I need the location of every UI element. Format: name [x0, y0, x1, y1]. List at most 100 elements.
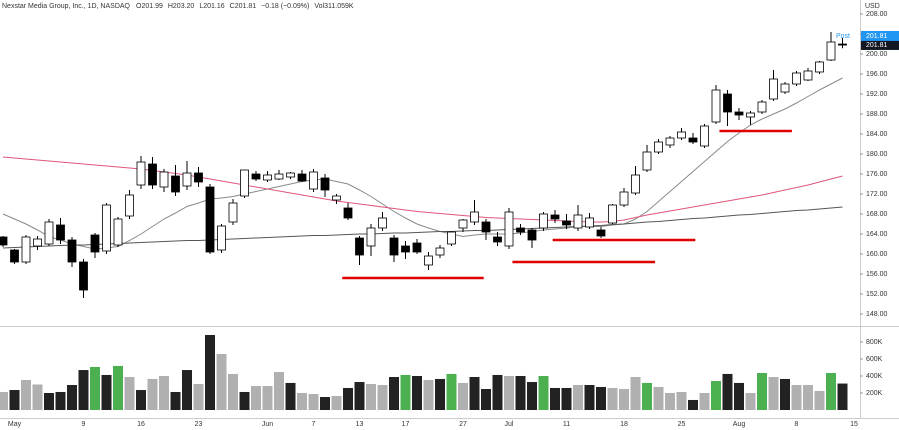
candle-body: [44, 221, 54, 245]
candle-body: [608, 204, 617, 224]
volume-bar: [78, 370, 89, 411]
moving-average: [2, 77, 843, 250]
candle-body: [10, 249, 19, 263]
volume-tick-label: 200K: [866, 390, 883, 397]
volume-bar: [561, 387, 572, 411]
volume-bar: [515, 375, 526, 411]
candle-body: [723, 93, 732, 113]
header-value: C201.81: [230, 3, 257, 10]
x-tick-label: 8: [795, 421, 799, 428]
volume-bar: [619, 388, 629, 411]
header-value: Vol311.059K: [314, 3, 354, 10]
volume-bar: [711, 381, 721, 411]
y-tick-label: 184.00: [866, 131, 888, 138]
candle-body: [217, 225, 226, 251]
candle-body: [803, 70, 813, 81]
candle-body: [56, 224, 65, 241]
last-price-label: 201.81: [866, 42, 888, 49]
volume-bar: [435, 378, 445, 411]
candle-body: [309, 171, 318, 190]
x-tick-label: 17: [402, 421, 410, 428]
volume-bar: [251, 386, 261, 411]
candle-body: [412, 242, 422, 253]
candle-body: [527, 229, 537, 241]
x-tick-label: May: [8, 421, 22, 428]
volume-bar: [607, 387, 618, 411]
candle-body: [366, 227, 376, 247]
volume-bar: [216, 353, 227, 411]
volume-bar: [757, 373, 767, 411]
candle-body: [504, 211, 514, 247]
volume-bar: [389, 377, 399, 411]
candle-body: [332, 195, 341, 201]
candle-body: [389, 237, 399, 256]
post-label: Post: [836, 33, 850, 40]
volume-bar: [630, 377, 641, 411]
candle-body: [562, 220, 571, 226]
volume-bar: [550, 387, 560, 411]
candle-body: [470, 211, 479, 223]
candle-body: [642, 151, 652, 171]
volume-bar: [492, 374, 503, 411]
header-value: H203.20: [168, 3, 195, 10]
candle-body: [654, 141, 663, 153]
volume-bar: [803, 385, 813, 411]
header-value: −0.18 (−0.09%): [261, 3, 309, 10]
candle-body: [447, 231, 456, 245]
candle-body: [838, 43, 847, 46]
y-tick-label: 176.00: [866, 171, 888, 178]
volume-bar: [791, 385, 802, 411]
volume-bar: [343, 387, 353, 411]
volume-bar: [527, 382, 537, 411]
candle-body: [102, 204, 111, 252]
candle-body: [688, 137, 698, 143]
x-tick-label: Jul: [505, 421, 514, 428]
volume-bar: [55, 391, 66, 411]
volume-bar: [239, 391, 250, 411]
candle-body: [700, 125, 709, 147]
volume-bar: [170, 391, 181, 411]
candle-body: [79, 261, 88, 291]
y-tick-label: 200.00: [866, 51, 888, 58]
volume-bar: [826, 373, 836, 411]
volume-bar: [182, 370, 192, 411]
volume-bar: [124, 377, 135, 411]
candle-body: [90, 234, 100, 253]
volume-bar: [159, 375, 169, 411]
candle-body: [125, 194, 134, 217]
candle-body: [711, 89, 721, 123]
volume-bar: [423, 379, 434, 411]
candle-body: [159, 171, 169, 188]
candle-body: [240, 169, 249, 197]
x-tick-label: 9: [82, 421, 86, 428]
candle-body: [263, 174, 272, 181]
volume-bar: [193, 383, 204, 411]
candle-body: [297, 173, 307, 182]
candle-body: [378, 217, 387, 229]
volume-bar: [446, 373, 457, 411]
y-tick-label: 160.00: [866, 251, 888, 258]
volume-bar: [228, 373, 238, 411]
candle-body: [113, 218, 123, 246]
candle-body: [631, 174, 640, 194]
y-tick-label: 156.00: [866, 271, 888, 278]
volume-bar: [780, 378, 790, 411]
volume-bar: [412, 375, 422, 411]
volume-bar: [722, 373, 733, 411]
x-tick-label: 16: [137, 421, 145, 428]
candle-body: [286, 172, 295, 178]
volume-bar: [320, 396, 330, 411]
y-tick-label: 180.00: [866, 151, 888, 158]
volume-bar: [21, 379, 31, 411]
volume-bar: [205, 334, 215, 411]
volume-bar: [285, 382, 296, 411]
volume-bar: [596, 386, 606, 411]
candle-body: [194, 172, 203, 183]
candle-body: [757, 101, 767, 113]
post-price-label: 201.81: [866, 33, 888, 40]
x-tick-label: 13: [356, 421, 364, 428]
x-tick-label: Jun: [262, 421, 273, 428]
y-tick-label: 196.00: [866, 71, 888, 78]
